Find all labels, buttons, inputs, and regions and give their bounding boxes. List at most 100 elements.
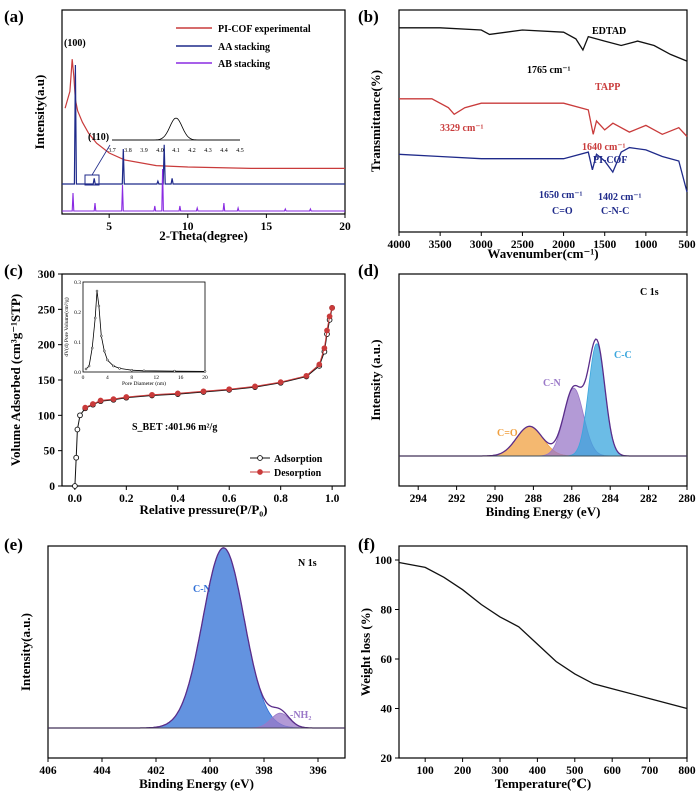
inset-c-xtick: 0 xyxy=(82,375,85,381)
point-desorption xyxy=(277,379,284,385)
panel-c-label: (c) xyxy=(4,261,23,280)
annotation-b-1765: 1765 cm⁻¹ xyxy=(527,65,571,76)
point-desorption xyxy=(110,396,117,402)
tick-f-x-300: 300 xyxy=(491,765,509,777)
axis-b-xlabel: Wavenumber(cm⁻¹) xyxy=(487,246,598,261)
tick-c-y-0: 0 xyxy=(49,481,55,493)
inset-c-frame xyxy=(82,281,206,373)
tick-e-x-400: 400 xyxy=(201,765,219,777)
tick-f-x-600: 600 xyxy=(604,765,622,777)
component-label-e-0: C-N xyxy=(193,584,212,595)
tick-f-x-400: 400 xyxy=(529,765,547,777)
tick-b-x-1000: 1000 xyxy=(634,239,657,251)
tick-c-x-0.2: 0.2 xyxy=(119,493,134,505)
inset-c-point xyxy=(130,368,134,372)
tick-f-y-20: 20 xyxy=(381,753,393,765)
point-adsorption xyxy=(74,426,81,433)
annotation-b-co: C=O xyxy=(552,206,573,217)
tick-b-x-3500: 3500 xyxy=(429,239,452,251)
legend-c-1: Desorption xyxy=(274,468,322,479)
axis-b-ylabel: Transmittance(%) xyxy=(368,70,383,172)
tick-a-x-5: 5 xyxy=(106,221,112,233)
annotation-b-tapp: TAPP xyxy=(595,82,620,93)
tick-a-x-10: 10 xyxy=(182,221,194,233)
inset-a-tick-4: 4.1 xyxy=(172,148,180,154)
tick-b-x-500: 500 xyxy=(678,239,696,251)
tick-e-x-402: 402 xyxy=(147,765,165,777)
tick-d-x-292: 292 xyxy=(448,493,466,505)
point-desorption xyxy=(82,404,89,411)
panel-d-frame xyxy=(398,273,688,487)
component-label-d-2: C-C xyxy=(614,350,632,361)
point-desorption xyxy=(97,397,104,404)
panel-b-label: (b) xyxy=(358,7,379,26)
inset-c-ytick: 0.3 xyxy=(74,280,81,286)
tick-d-x-288: 288 xyxy=(525,493,543,505)
inset-c-xlabel: Pore Diameter (nm) xyxy=(122,380,166,387)
tick-f-y-80: 80 xyxy=(381,605,393,617)
tick-f-x-700: 700 xyxy=(641,765,659,777)
inset-a-tick-8: 4.5 xyxy=(236,148,244,154)
tick-c-y-300: 300 xyxy=(38,269,56,281)
point-desorption xyxy=(324,327,330,334)
inset-c-point xyxy=(95,289,99,293)
panel-f-label: (f) xyxy=(358,535,375,554)
tick-c-x-0.4: 0.4 xyxy=(171,493,186,505)
tick-d-x-282: 282 xyxy=(640,493,658,505)
inset-c-point xyxy=(100,334,103,338)
series-pi-cof-experimental xyxy=(64,59,345,169)
point-desorption xyxy=(90,401,96,407)
annotation-b-1650: 1650 cm⁻¹ xyxy=(539,190,583,201)
tick-c-y-200: 200 xyxy=(38,340,56,352)
tick-a-x-15: 15 xyxy=(261,221,273,233)
tick-b-x-3000: 3000 xyxy=(470,239,493,251)
axis-e-xlabel: Binding Energy (eV) xyxy=(139,776,254,791)
tick-b-x-2500: 2500 xyxy=(511,239,534,251)
annotation-b-1402: 1402 cm⁻¹ xyxy=(598,192,642,203)
point-desorption xyxy=(321,345,328,352)
inset-a-tick-3: 4.0 xyxy=(156,148,164,154)
tick-d-x-284: 284 xyxy=(602,493,620,505)
tick-b-x-1500: 1500 xyxy=(593,239,616,251)
axis-a-xlabel: 2-Theta(degree) xyxy=(159,228,248,243)
point-desorption xyxy=(303,372,310,379)
tick-c-y-50: 50 xyxy=(44,446,56,458)
inset-c-point xyxy=(87,364,91,368)
tick-a-x-20: 20 xyxy=(339,221,351,233)
inset-c-point xyxy=(90,346,94,350)
tick-c-y-250: 250 xyxy=(38,304,56,316)
tick-d-x-294: 294 xyxy=(410,493,428,505)
tick-f-x-100: 100 xyxy=(417,765,435,777)
component-label-e-1: -NH₂ xyxy=(290,710,311,721)
point-desorption xyxy=(149,391,155,398)
tick-f-x-500: 500 xyxy=(566,765,584,777)
panel-b-frame xyxy=(398,9,688,233)
component-e-0 xyxy=(48,547,345,729)
inset-a-tick-1: 3.8 xyxy=(124,148,132,154)
tick-c-x-0.6: 0.6 xyxy=(222,493,237,505)
series-ab-stacking xyxy=(62,168,345,212)
point-adsorption xyxy=(73,454,80,461)
title-d: C 1s xyxy=(640,287,659,298)
panel-a-label: (a) xyxy=(4,7,24,26)
tick-c-x-0: 0.0 xyxy=(68,493,83,505)
panel-d-label: (d) xyxy=(358,261,379,280)
annotation-c-sbet: S_BET :401.96 m²/g xyxy=(132,422,217,433)
annotation-a-110: (110) xyxy=(88,132,109,143)
inset-a-tick-6: 4.3 xyxy=(204,148,212,154)
inset-c-ytick: 0.2 xyxy=(74,310,81,316)
inset-c-point xyxy=(173,369,176,373)
tick-e-x-406: 406 xyxy=(39,765,57,777)
inset-c-point xyxy=(142,369,146,373)
series-pi-cof xyxy=(398,146,688,193)
axis-e-ylabel: Intensity(a.u.) xyxy=(18,613,33,691)
tick-d-x-286: 286 xyxy=(563,493,581,505)
panel-f-frame xyxy=(398,545,688,759)
panel-e-label: (e) xyxy=(4,535,23,554)
tick-f-x-200: 200 xyxy=(454,765,472,777)
tick-e-x-404: 404 xyxy=(93,765,111,777)
point-desorption xyxy=(174,390,181,397)
series-tapp xyxy=(399,98,688,137)
annotation-b-picof: PI-COF xyxy=(593,155,627,166)
